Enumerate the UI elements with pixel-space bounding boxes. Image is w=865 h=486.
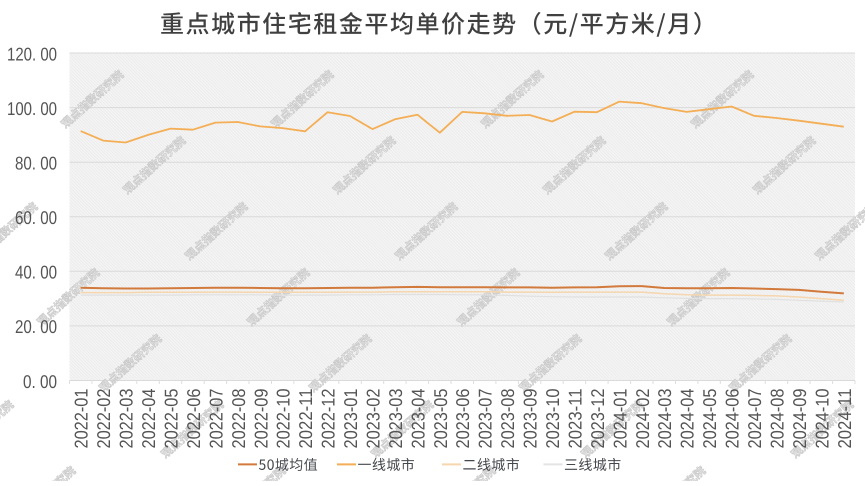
svg-text:2022-10: 2022-10: [273, 389, 294, 449]
svg-text:2023-06: 2023-06: [452, 389, 473, 449]
svg-text:2023-03: 2023-03: [385, 389, 406, 449]
svg-text:2023-12: 2023-12: [587, 389, 608, 449]
svg-text:2023-09: 2023-09: [520, 389, 541, 449]
svg-text:2022-02: 2022-02: [93, 389, 114, 449]
svg-text:20. 00: 20. 00: [15, 316, 57, 337]
svg-text:2022-12: 2022-12: [318, 389, 339, 449]
svg-text:2024-06: 2024-06: [722, 389, 743, 449]
svg-text:2023-11: 2023-11: [565, 389, 586, 449]
svg-text:2022-09: 2022-09: [250, 389, 271, 449]
svg-text:0. 00: 0. 00: [23, 371, 57, 392]
svg-text:2024-10: 2024-10: [811, 389, 832, 449]
svg-text:2024-11: 2024-11: [834, 389, 855, 449]
svg-text:2023-08: 2023-08: [497, 389, 518, 449]
svg-text:2022-01: 2022-01: [71, 389, 92, 449]
svg-text:2022-06: 2022-06: [183, 389, 204, 449]
svg-text:2022-05: 2022-05: [161, 389, 182, 449]
svg-text:2023-10: 2023-10: [542, 389, 563, 449]
svg-text:60. 00: 60. 00: [15, 207, 57, 228]
svg-text:80. 00: 80. 00: [15, 153, 57, 174]
svg-text:120. 00: 120. 00: [7, 43, 57, 64]
svg-text:2023-07: 2023-07: [475, 389, 496, 449]
svg-text:2022-04: 2022-04: [138, 389, 159, 449]
svg-text:100. 00: 100. 00: [7, 98, 57, 119]
svg-text:2022-11: 2022-11: [295, 389, 316, 449]
svg-text:2023-01: 2023-01: [340, 389, 361, 449]
svg-text:2024-04: 2024-04: [677, 389, 698, 449]
svg-text:2022-08: 2022-08: [228, 389, 249, 449]
svg-text:2022-03: 2022-03: [116, 389, 137, 449]
svg-text:2023-05: 2023-05: [430, 389, 451, 449]
svg-text:2024-09: 2024-09: [789, 389, 810, 449]
svg-text:2024-03: 2024-03: [654, 389, 675, 449]
svg-text:2023-02: 2023-02: [363, 389, 384, 449]
svg-text:2024-05: 2024-05: [699, 389, 720, 449]
svg-text:2024-07: 2024-07: [744, 389, 765, 449]
svg-text:2024-08: 2024-08: [767, 389, 788, 449]
svg-text:40. 00: 40. 00: [15, 262, 57, 283]
svg-text:2024-02: 2024-02: [632, 389, 653, 449]
svg-text:2022-07: 2022-07: [205, 389, 226, 449]
svg-text:2023-04: 2023-04: [407, 389, 428, 449]
svg-text:2024-01: 2024-01: [609, 389, 630, 449]
